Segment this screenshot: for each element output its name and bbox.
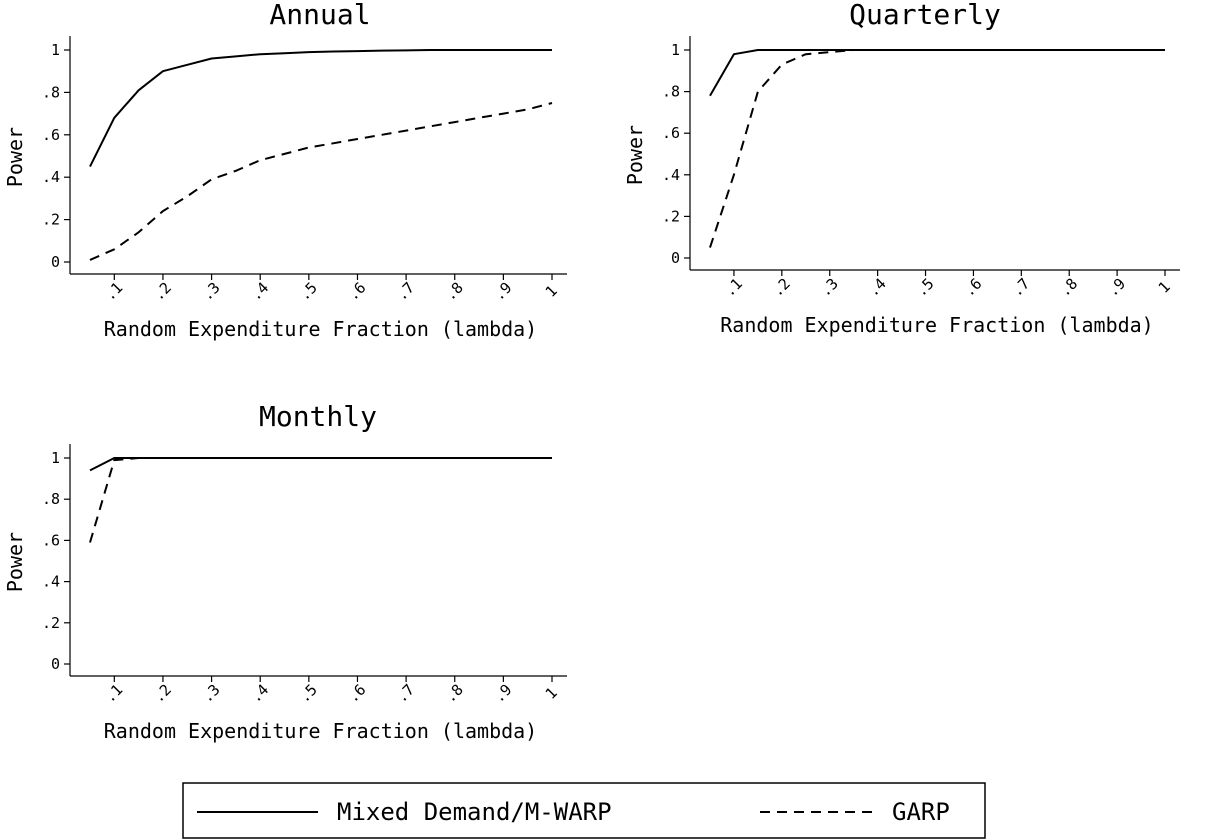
annual-series-garp (89, 102, 553, 261)
quarterly-x-tick-label: .2 (768, 275, 794, 301)
annual-y-axis-label: Power (3, 127, 27, 187)
monthly-y-tick-label: .6 (42, 531, 60, 549)
annual-y-tick-label: .4 (42, 168, 60, 186)
annual-x-tick-label: .7 (393, 279, 419, 305)
quarterly-y-tick-label: .4 (662, 166, 680, 184)
annual-x-tick-label: 1 (542, 282, 561, 301)
quarterly-y-tick-label: 1 (671, 41, 680, 59)
monthly-series-garp (89, 457, 552, 543)
monthly-x-tick-label: .5 (295, 681, 321, 707)
monthly-x-tick-label: .1 (101, 681, 127, 707)
monthly-y-tick-label: .4 (42, 573, 60, 591)
quarterly-series-mixed-demand-m-warp (709, 49, 1165, 97)
monthly-x-tick-label: .3 (198, 681, 224, 707)
quarterly-y-tick-label: 0 (671, 249, 680, 267)
monthly-x-tick-label: 1 (542, 684, 561, 703)
legend: Mixed Demand/M-WARP GARP (182, 782, 986, 839)
quarterly-x-tick-label: .1 (720, 275, 746, 301)
monthly-y-tick-label: 0 (51, 655, 60, 673)
chart-monthly: Monthly 0 .2 .4 .6 .8 1 .1 .2 .3 .4 .5 .6 .7 .8 .9 1 Rand… (3, 400, 567, 743)
annual-x-tick-label: .2 (149, 279, 175, 305)
quarterly-y-axis-label: Power (623, 125, 647, 185)
annual-y-tick-label: .2 (42, 211, 60, 229)
annual-y-tick-label: .8 (42, 83, 60, 101)
monthly-y-tick-label: 1 (51, 449, 60, 467)
annual-y-tick-label: 1 (51, 41, 60, 59)
quarterly-x-axis-label: Random Expenditure Fraction (lambda) (720, 313, 1153, 337)
quarterly-y-tick-label: .6 (662, 124, 680, 142)
legend-box (182, 782, 986, 839)
annual-x-axis-label: Random Expenditure Fraction (lambda) (104, 317, 537, 341)
monthly-x-tick-label: .7 (393, 681, 419, 707)
quarterly-x-tick-label: .6 (960, 275, 986, 301)
annual-x-tick-label: .6 (344, 279, 370, 305)
monthly-title: Monthly (259, 400, 377, 433)
quarterly-x-tick-label: .3 (816, 275, 842, 301)
annual-x-tick-label: .4 (247, 279, 273, 305)
annual-x-tick-label: .8 (441, 279, 467, 305)
annual-x-tick-label: .5 (295, 279, 321, 305)
quarterly-x-tick-label: .4 (864, 275, 890, 301)
legend-label-garp: GARP (892, 798, 950, 826)
quarterly-x-tick-label: .5 (912, 275, 938, 301)
annual-x-tick-label: .1 (101, 279, 127, 305)
monthly-x-tick-label: .8 (441, 681, 467, 707)
quarterly-title: Quarterly (849, 0, 1001, 31)
annual-series-mixed-demand-m-warp (89, 49, 552, 168)
annual-title: Annual (269, 0, 370, 31)
quarterly-y-tick-label: .2 (662, 207, 680, 225)
quarterly-x-tick-label: .7 (1008, 275, 1034, 301)
monthly-y-axis-label: Power (3, 532, 27, 592)
annual-y-tick-label: 0 (51, 253, 60, 271)
monthly-x-tick-label: .4 (247, 681, 273, 707)
quarterly-x-tick-label: .8 (1056, 275, 1082, 301)
legend-label-mixed-demand: Mixed Demand/M-WARP (337, 798, 612, 826)
quarterly-x-tick-label: 1 (1155, 278, 1174, 297)
quarterly-series-garp (709, 49, 1165, 248)
monthly-y-tick-label: .8 (42, 490, 60, 508)
monthly-series-mixed-demand-m-warp (89, 457, 552, 472)
chart-annual: Annual 0 .2 .4 .6 .8 1 .1 .2 .3 .4 .5 .6 .7 .8 .9 1 Rando… (3, 0, 567, 341)
monthly-x-axis-label: Random Expenditure Fraction (lambda) (104, 719, 537, 743)
annual-x-tick-label: .3 (198, 279, 224, 305)
monthly-x-tick-label: .9 (490, 681, 516, 707)
monthly-y-tick-label: .2 (42, 614, 60, 632)
monthly-x-tick-label: .2 (149, 681, 175, 707)
quarterly-y-tick-label: .8 (662, 83, 680, 101)
monthly-x-tick-label: .6 (344, 681, 370, 707)
quarterly-x-tick-label: .9 (1104, 275, 1130, 301)
annual-x-tick-label: .9 (490, 279, 516, 305)
annual-y-tick-label: .6 (42, 126, 60, 144)
